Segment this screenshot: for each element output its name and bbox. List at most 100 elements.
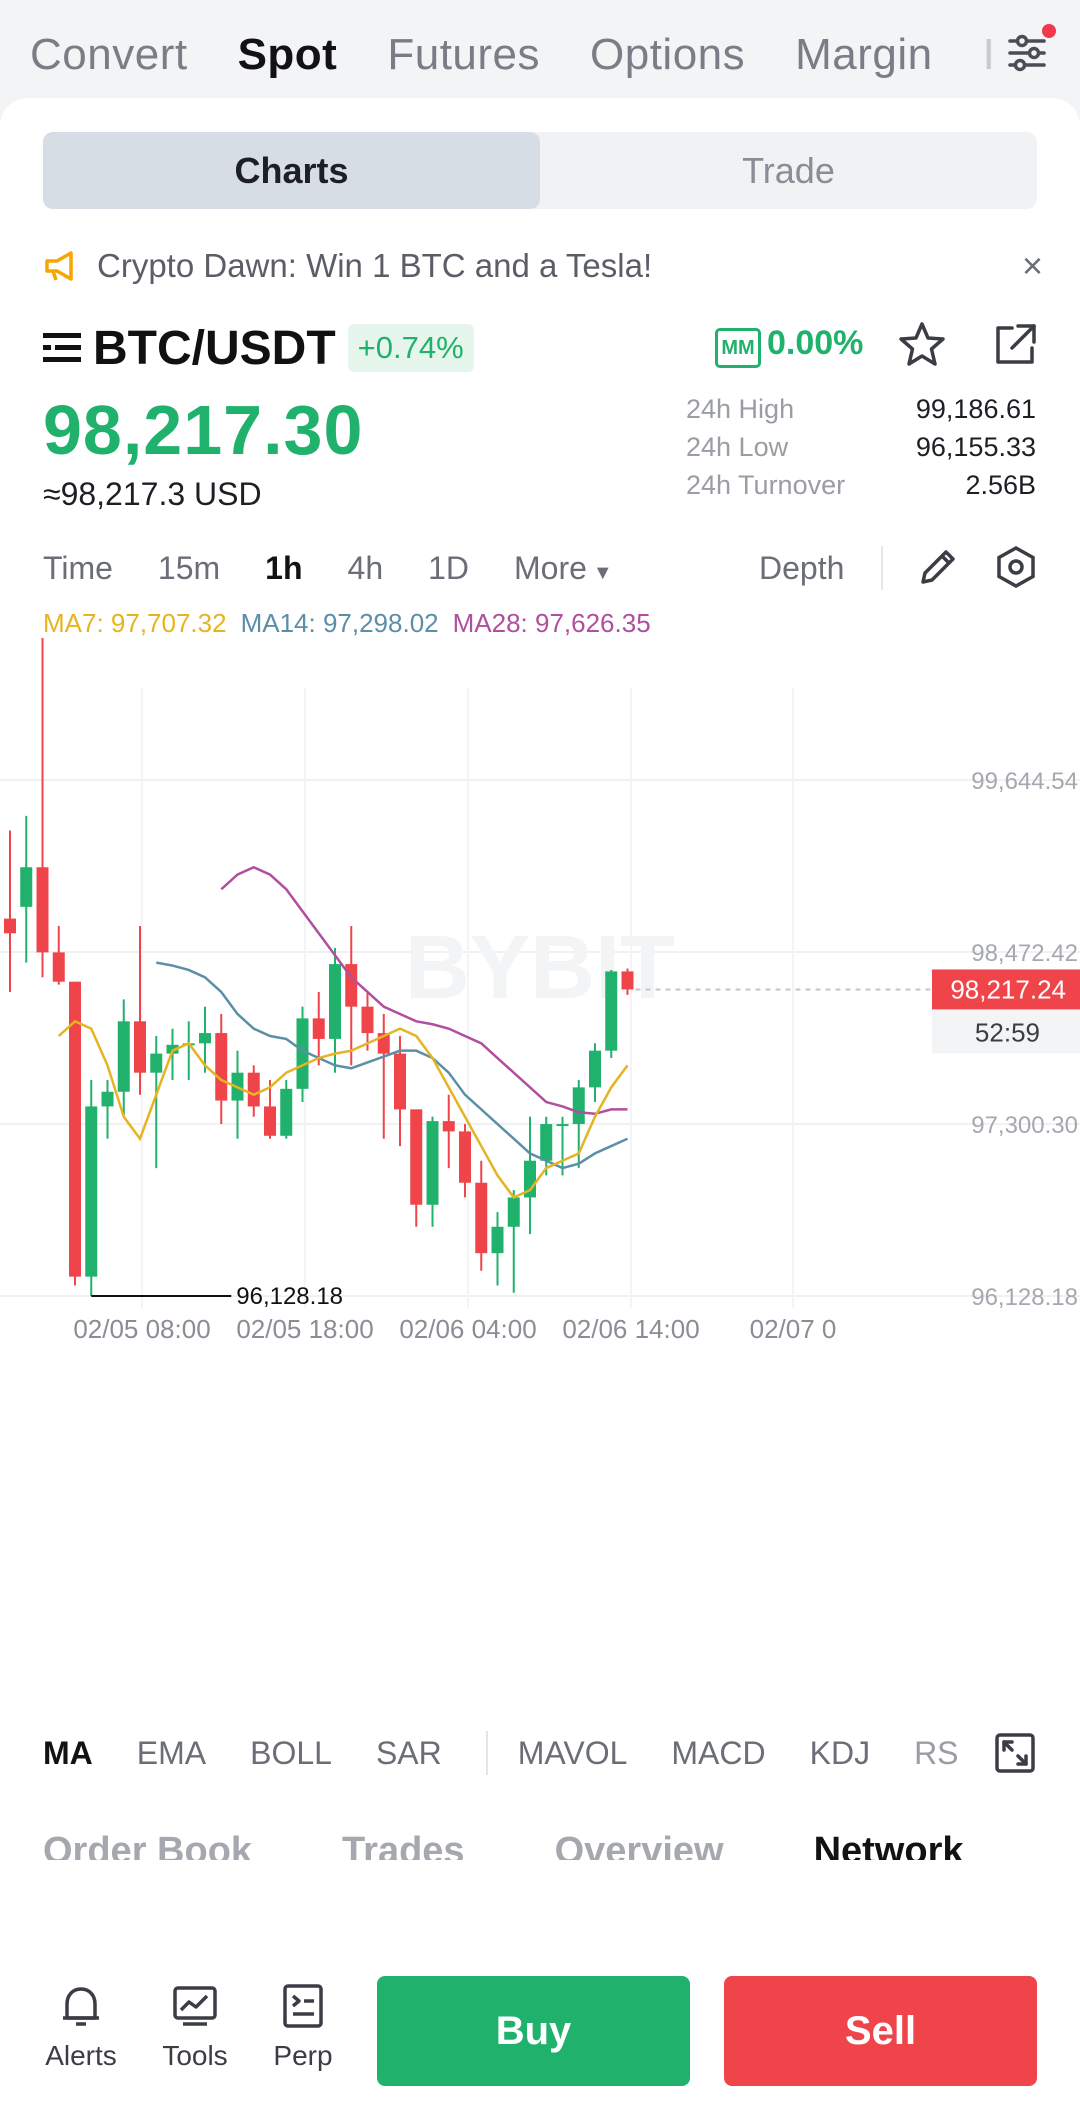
bybit-watermark: BYBIT — [405, 918, 675, 1018]
notification-dot — [1042, 24, 1056, 38]
depth-toggle[interactable]: Depth — [759, 549, 845, 586]
candle-body — [312, 1018, 325, 1039]
candle-body — [166, 1044, 179, 1054]
candle-body — [52, 952, 65, 982]
stat-label: 24h Low — [686, 431, 789, 462]
x-tick-label: 02/05 18:00 — [236, 1314, 373, 1344]
candle-body — [361, 1006, 374, 1034]
y-tick-label: 99,644.54 — [971, 768, 1078, 795]
y-tick-label: 96,128.18 — [971, 1284, 1078, 1311]
candlestick-chart[interactable]: 100,816.6799,644.5498,472.4297,300.3096,… — [0, 638, 1080, 1788]
x-tick-label: 02/07 0 — [750, 1314, 837, 1344]
ma-legend: MA7: 97,707.32 MA14: 97,298.02 MA28: 97,… — [43, 608, 665, 639]
tab-margin[interactable]: Margin — [795, 30, 933, 79]
pair-header: BTC/USDT +0.74% MM 0.00% — [43, 308, 1043, 388]
candle-body — [296, 1018, 309, 1089]
interval-1h[interactable]: 1h — [265, 549, 303, 586]
perp-button[interactable]: Perp — [258, 1980, 348, 2072]
stat-row-low: 24h Low 96,155.33 — [686, 428, 1036, 466]
candle-body — [36, 867, 49, 953]
external-link-icon[interactable] — [988, 318, 1042, 372]
caret-down-icon: ▼ — [592, 561, 613, 584]
indicator-rsi[interactable]: RS — [914, 1734, 959, 1771]
hexagon-settings-icon[interactable] — [991, 542, 1041, 592]
candle-body — [621, 971, 634, 990]
candle-body — [507, 1197, 520, 1227]
ma14-line — [156, 961, 629, 1170]
menu-icon[interactable] — [43, 331, 81, 365]
candle-body — [540, 1124, 553, 1161]
ma7-line — [57, 1019, 629, 1199]
candle-body — [524, 1160, 536, 1198]
indicator-mavol[interactable]: MAVOL — [517, 1734, 628, 1771]
price-usd: ≈98,217.3 USD — [43, 476, 262, 512]
sell-button[interactable]: Sell — [724, 1976, 1037, 2086]
more-label: More — [514, 549, 587, 586]
buy-button[interactable]: Buy — [377, 1976, 690, 2086]
tools-label: Tools — [162, 2040, 228, 2071]
stat-row-turnover: 24h Turnover 2.56B — [686, 466, 1036, 504]
stat-value: 99,186.61 — [915, 393, 1036, 424]
24h-stats: 24h High 99,186.61 24h Low 96,155.33 24h… — [686, 390, 1036, 504]
interval-1d[interactable]: 1D — [428, 549, 470, 586]
mm-rate: 0.00% — [767, 324, 864, 362]
candle-body — [475, 1182, 488, 1254]
candle-body — [264, 1106, 276, 1136]
fullscreen-icon[interactable] — [990, 1728, 1040, 1778]
candle-body — [426, 1121, 439, 1205]
promo-banner[interactable]: Crypto Dawn: Win 1 BTC and a Tesla! × — [43, 236, 1043, 296]
bottom-action-bar: Alerts Tools Perp Buy Sell — [0, 1860, 1080, 2116]
chart-background — [0, 638, 1080, 1788]
perp-label: Perp — [273, 2040, 333, 2071]
trade-toggle[interactable]: Trade — [742, 149, 835, 191]
chart-tools-icon — [173, 1986, 217, 2026]
ma14-label: MA14: 97,298.02 — [240, 608, 439, 638]
y-tick-label: 98,472.42 — [971, 940, 1078, 967]
candle-body — [556, 1124, 569, 1127]
interval-more[interactable]: More ▼ — [514, 550, 613, 587]
star-icon[interactable] — [895, 318, 949, 372]
alerts-label: Alerts — [45, 2040, 117, 2071]
alerts-button[interactable]: Alerts — [36, 1980, 126, 2072]
tab-overflow[interactable]: I — [982, 30, 996, 79]
indicator-boll[interactable]: BOLL — [250, 1734, 332, 1771]
stat-row-high: 24h High 99,186.61 — [686, 390, 1036, 428]
indicator-sar[interactable]: SAR — [375, 1734, 442, 1771]
tab-futures[interactable]: Futures — [387, 30, 541, 79]
ma28-label: MA28: 97,626.35 — [452, 608, 651, 638]
indicator-macd[interactable]: MACD — [671, 1734, 766, 1771]
candle-body — [442, 1121, 455, 1132]
sliders-icon — [1008, 34, 1046, 72]
pencil-icon[interactable] — [913, 542, 963, 592]
charts-toggle[interactable]: Charts — [43, 132, 540, 209]
tab-convert[interactable]: Convert — [30, 30, 188, 79]
interval-15m[interactable]: 15m — [157, 549, 221, 586]
megaphone-icon — [45, 251, 73, 281]
candle-body — [329, 964, 341, 1039]
divider — [485, 1731, 488, 1775]
candle-body — [215, 1033, 228, 1101]
candle-body — [69, 981, 81, 1277]
candle-body — [117, 1021, 130, 1092]
interval-time[interactable]: Time — [43, 549, 113, 586]
indicator-ma[interactable]: MA — [43, 1734, 93, 1771]
candle-body — [134, 1021, 146, 1073]
indicator-kdj[interactable]: KDJ — [809, 1734, 871, 1771]
stat-label: 24h Turnover — [686, 469, 846, 500]
countdown-label: 52:59 — [975, 1017, 1040, 1047]
interval-4h[interactable]: 4h — [347, 549, 384, 586]
tools-button[interactable]: Tools — [150, 1980, 240, 2072]
ma28-line — [220, 865, 628, 1116]
candle-body — [410, 1109, 423, 1205]
close-icon[interactable]: × — [1021, 245, 1043, 286]
indicator-ema[interactable]: EMA — [136, 1734, 207, 1771]
filter-settings-button[interactable] — [1002, 24, 1056, 78]
stat-label: 24h High — [686, 393, 795, 424]
pair-symbol[interactable]: BTC/USDT — [93, 321, 336, 375]
indicator-bar: MA EMA BOLL SAR MAVOL MACD KDJ RS — [0, 1718, 1080, 1788]
candle-body — [85, 1106, 98, 1277]
tab-spot[interactable]: Spot — [237, 30, 338, 79]
mm-icon: MM — [715, 328, 761, 368]
candle-body — [572, 1087, 585, 1125]
tab-options[interactable]: Options — [590, 30, 746, 79]
